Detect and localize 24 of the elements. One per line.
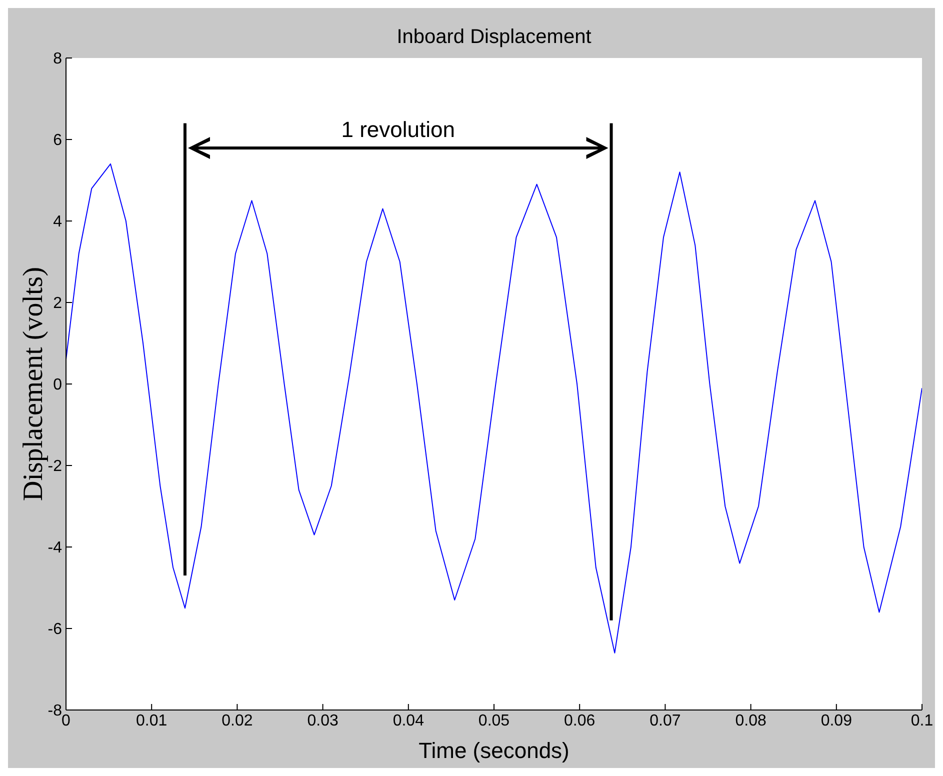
- y-axis-title: Displacement (volts): [18, 266, 49, 502]
- y-tick-label: -8: [48, 702, 62, 720]
- y-tick-label: -4: [48, 540, 62, 557]
- y-tick-label: -6: [48, 621, 62, 638]
- chart-title: Inboard Displacement: [396, 26, 592, 49]
- y-tick-label: 8: [53, 50, 62, 68]
- x-tick-label: 0.01: [136, 712, 168, 730]
- y-tick-label: 0: [53, 376, 62, 394]
- x-tick-label: 0.1: [910, 712, 934, 730]
- y-tick-label: 4: [53, 214, 62, 231]
- y-tick-label: 6: [53, 132, 62, 150]
- x-axis-title: Time (seconds): [418, 738, 570, 764]
- line-series: [66, 163, 922, 654]
- x-tick-label: 0.08: [735, 712, 766, 730]
- x-tick-label: 0.03: [307, 712, 338, 730]
- x-tick-label: 0.02: [222, 712, 253, 730]
- x-tick-label: 0.07: [650, 712, 681, 730]
- x-tick-label: 0.06: [564, 712, 596, 730]
- x-tick-label: 0.05: [478, 712, 510, 730]
- x-tick-label: 0.04: [392, 712, 424, 730]
- annotation: 1 revolution: [341, 117, 455, 144]
- x-tick-label: 0.09: [820, 712, 852, 730]
- y-tick-label: 2: [53, 295, 62, 312]
- y-tick-label: -2: [48, 458, 62, 476]
